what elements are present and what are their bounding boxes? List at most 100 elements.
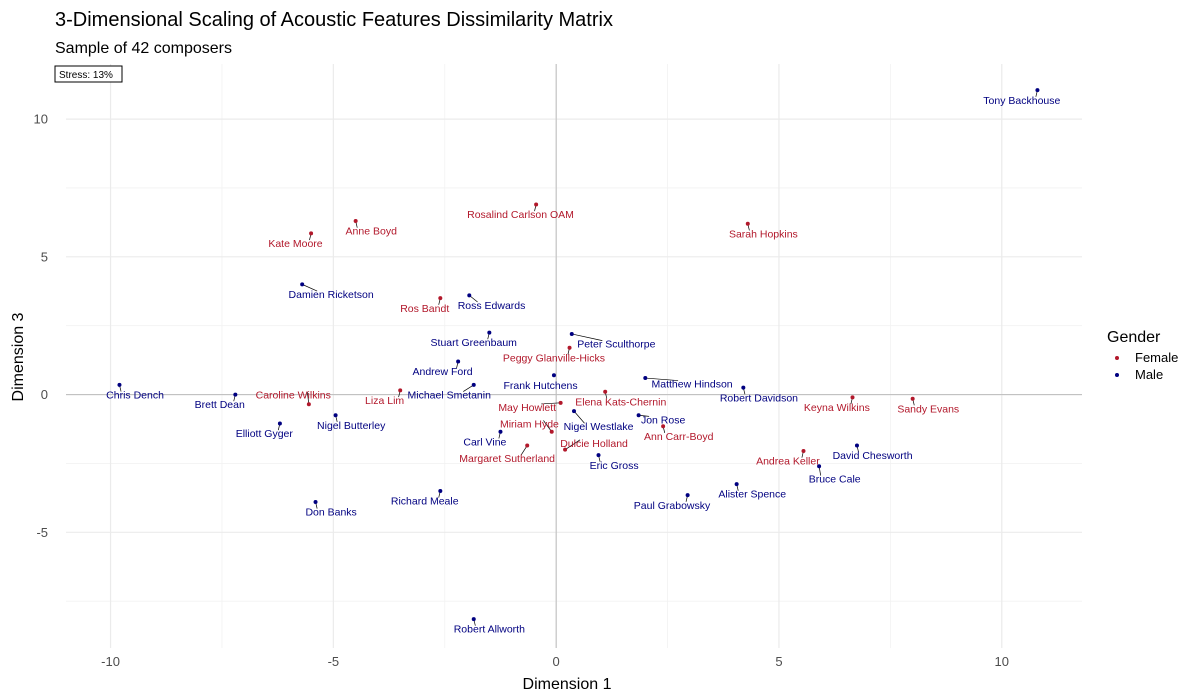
point-label: Bruce Cale xyxy=(809,474,861,486)
point-label: Michael Smetanin xyxy=(407,390,491,402)
label-leader-line xyxy=(573,410,585,424)
label-leader-line xyxy=(541,402,561,405)
data-point xyxy=(306,402,311,407)
point-labels: Tony Backhouse Sarah Hopkins Rosalind Carl… xyxy=(106,95,1060,636)
point-label: Ros Bandt xyxy=(400,303,449,315)
data-point xyxy=(572,409,576,414)
data-point xyxy=(549,429,554,434)
data-point xyxy=(569,331,574,336)
point-label: Jon Rose xyxy=(641,414,686,426)
point-label: Keyna Wilkins xyxy=(804,402,870,414)
label-leader-line xyxy=(302,284,318,292)
legend-entry-label: Female xyxy=(1135,350,1178,365)
point-label: Alister Spence xyxy=(718,489,786,501)
data-point xyxy=(596,453,601,458)
label-leader-line xyxy=(463,384,474,392)
point-label: Matthew Hindson xyxy=(652,379,733,391)
legend-entry-label: Male xyxy=(1135,367,1163,382)
data-point xyxy=(438,296,443,301)
point-label: Sarah Hopkins xyxy=(729,228,798,240)
data-point xyxy=(525,443,530,448)
point-label: Tony Backhouse xyxy=(983,95,1060,107)
x-tick-label: -10 xyxy=(101,654,120,669)
data-point xyxy=(685,493,690,498)
point-label: Don Banks xyxy=(305,507,356,519)
label-leader-line xyxy=(543,420,553,432)
data-point xyxy=(233,392,238,397)
legend: Gender Female Male xyxy=(1107,329,1178,382)
chart-title: 3-Dimensional Scaling of Acoustic Featur… xyxy=(55,9,613,31)
data-point xyxy=(471,617,476,622)
data-point xyxy=(558,400,563,405)
point-label: Liza Lim xyxy=(365,395,404,407)
data-point xyxy=(398,388,403,393)
data-point xyxy=(567,345,572,350)
stress-box-frame xyxy=(54,65,123,83)
point-label: Eric Gross xyxy=(590,460,639,472)
point-label: Andrea Keller xyxy=(756,456,820,468)
point-label: Frank Hutchens xyxy=(504,380,578,392)
point-label: Brett Dean xyxy=(195,399,245,411)
y-tick-label: 5 xyxy=(41,249,48,264)
data-point xyxy=(734,482,739,487)
point-label: Nigel Butterley xyxy=(317,420,386,432)
data-point xyxy=(467,293,472,298)
data-point xyxy=(551,373,556,378)
y-axis-ticks: -5 0 5 10 xyxy=(34,112,48,540)
point-label: Elliott Gyger xyxy=(236,428,294,440)
point-label: Margaret Sutherland xyxy=(459,453,555,465)
point-label: Nigel Westlake xyxy=(564,421,634,433)
y-axis-label: Dimension 3 xyxy=(10,312,27,401)
point-label: Stuart Greenbaum xyxy=(431,337,518,349)
legend-swatch xyxy=(1115,356,1119,360)
stress-annotation: Stress: 13% xyxy=(54,65,123,83)
data-point xyxy=(636,413,641,418)
x-axis-ticks: -10 -5 0 5 10 xyxy=(101,654,1009,669)
point-label: Robert Allworth xyxy=(454,624,525,636)
data-point xyxy=(498,429,503,434)
point-label: Anne Boyd xyxy=(346,226,398,238)
x-tick-label: 5 xyxy=(775,654,782,669)
data-point xyxy=(910,396,915,401)
point-label: Chris Dench xyxy=(106,390,164,402)
data-point xyxy=(333,413,338,418)
data-point xyxy=(801,449,806,454)
x-axis-label: Dimension 1 xyxy=(523,676,612,693)
point-label: Sandy Evans xyxy=(897,403,959,415)
point-label: Ross Edwards xyxy=(458,300,526,312)
data-point xyxy=(487,330,492,335)
legend-swatch xyxy=(1115,373,1119,377)
data-point xyxy=(745,221,750,226)
point-label: Paul Grabowsky xyxy=(634,500,711,512)
point-label: Elena Kats-Chernin xyxy=(575,396,666,408)
point-label: Ann Carr-Boyd xyxy=(644,431,714,443)
y-tick-label: 0 xyxy=(41,387,48,402)
x-tick-label: 0 xyxy=(553,654,560,669)
label-leader-line xyxy=(306,391,310,405)
point-label: Miriam Hyde xyxy=(500,418,559,430)
point-label: David Chesworth xyxy=(833,450,913,462)
stress-label: Stress: 13% xyxy=(59,70,113,81)
point-label: Caroline Wilkins xyxy=(256,390,331,402)
data-point xyxy=(817,464,822,469)
data-point xyxy=(850,395,855,400)
data-point xyxy=(563,447,568,452)
x-tick-label: -5 xyxy=(328,654,340,669)
data-point xyxy=(534,202,539,207)
data-point xyxy=(277,421,282,426)
point-label: Richard Meale xyxy=(391,496,459,508)
data-point xyxy=(313,500,318,504)
label-leader-line xyxy=(645,377,679,381)
x-tick-label: 10 xyxy=(995,654,1009,669)
data-point xyxy=(353,219,358,224)
point-label: May Howlett xyxy=(498,402,556,414)
y-tick-label: -5 xyxy=(36,525,48,540)
data-point xyxy=(661,424,666,429)
data-point xyxy=(741,385,746,390)
label-leader-line xyxy=(571,333,603,341)
point-label: Peter Sculthorpe xyxy=(577,339,655,351)
point-label: Peggy Glanville-Hicks xyxy=(503,352,605,364)
data-point xyxy=(603,389,608,394)
point-label: Dulcie Holland xyxy=(560,438,628,450)
point-label: Rosalind Carlson OAM xyxy=(467,209,574,221)
